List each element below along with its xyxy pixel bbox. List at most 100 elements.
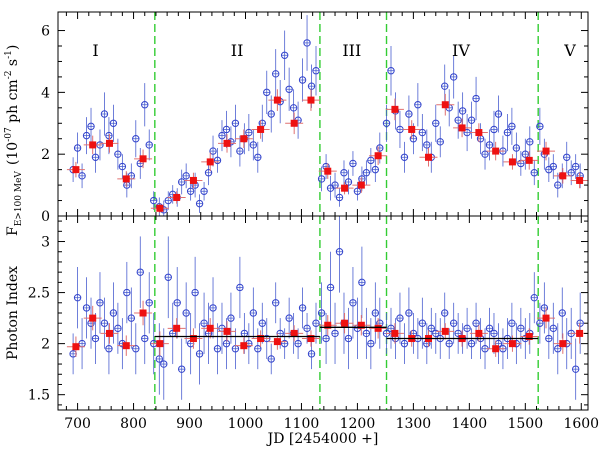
top-blue-point-89 xyxy=(472,94,480,103)
top-blue-point-1 xyxy=(73,144,82,152)
bottom-blue-point-3 xyxy=(82,304,91,312)
bottom-blue-point-32 xyxy=(213,345,222,353)
bottom-blue-point-104 xyxy=(540,304,549,312)
top-y-axis-close: ) xyxy=(5,45,21,50)
bottom-blue-point-79 xyxy=(427,324,435,333)
top-red-point-9 xyxy=(223,139,231,147)
top-blue-point-44 xyxy=(267,110,275,118)
top-blue-point-65 xyxy=(362,169,371,177)
bottom-blue-point-28 xyxy=(195,350,204,358)
bottom-blue-point-58 xyxy=(331,329,339,338)
top-red-point-12 xyxy=(273,96,281,104)
bottom-blue-point-53 xyxy=(307,350,316,358)
top-blue-point-75 xyxy=(409,135,418,143)
bottom-blue-point-57 xyxy=(326,283,335,292)
bottom-blue-point-5 xyxy=(91,334,100,343)
bottom-blue-point-108 xyxy=(558,309,566,317)
bottom-red-point-9 xyxy=(223,327,231,335)
bottom-blue-point-72 xyxy=(396,314,404,322)
top-red-point-7 xyxy=(189,176,197,184)
bottom-red-point-8 xyxy=(206,324,214,332)
top-red-point-14 xyxy=(307,96,315,104)
top-blue-point-2 xyxy=(78,172,86,180)
bottom-blue-point-80 xyxy=(432,329,440,338)
bottom-blue-point-13 xyxy=(127,314,136,322)
bottom-blue-point-19 xyxy=(155,355,163,363)
top-axis-ticks: 0 2 4 6 xyxy=(41,12,588,225)
bottom-blue-point-67 xyxy=(371,309,380,317)
bottom-red-point-5 xyxy=(156,340,164,348)
bottom-blue-point-59 xyxy=(335,248,344,256)
top-blue-point-40 xyxy=(249,141,258,149)
top-red-point-13 xyxy=(290,119,298,127)
bottom-blue-point-51 xyxy=(298,304,307,312)
top-blue-point-48 xyxy=(285,85,293,93)
top-blue-point-36 xyxy=(231,119,240,127)
top-blue-point-91 xyxy=(481,150,489,158)
top-blue-point-88 xyxy=(467,116,476,124)
top-blue-point-34 xyxy=(222,125,231,134)
constant-fit-lines xyxy=(154,326,539,340)
bottom-blue-point-97 xyxy=(508,319,516,327)
top-red-point-10 xyxy=(240,135,248,143)
top-y-axis-symbol: F xyxy=(5,226,21,236)
x-tick-label-1000: 1000 xyxy=(228,416,264,432)
top-blue-point-85 xyxy=(454,116,462,124)
top-blue-point-7 xyxy=(100,110,109,118)
top-blue-point-4 xyxy=(87,122,95,131)
top-blue-point-78 xyxy=(423,141,431,149)
bottom-blue-point-92 xyxy=(485,324,494,333)
top-y-tick-label-6: 6 xyxy=(41,24,50,40)
top-y-tick-label-4: 4 xyxy=(41,85,50,101)
bottom-blue-point-35 xyxy=(227,314,235,322)
top-blue-point-55 xyxy=(317,175,326,183)
top-blue-point-96 xyxy=(503,128,512,137)
top-blue-point-16 xyxy=(141,101,149,109)
top-blue-point-18 xyxy=(150,196,158,205)
top-red-point-23 xyxy=(458,124,466,132)
bottom-blue-point-27 xyxy=(191,288,199,297)
top-blue-point-70 xyxy=(387,67,395,75)
bottom-blue-point-103 xyxy=(536,319,544,327)
bottom-blue-point-106 xyxy=(549,324,558,333)
top-blue-point-41 xyxy=(254,153,262,161)
bottom-blue-point-37 xyxy=(236,283,244,292)
bottom-red-point-3 xyxy=(122,342,130,350)
bottom-blue-point-24 xyxy=(177,365,186,373)
bottom-red-point-19 xyxy=(391,329,399,337)
top-blue-point-5 xyxy=(91,153,100,161)
bottom-blue-point-9 xyxy=(109,309,118,317)
top-red-point-25 xyxy=(492,147,500,155)
x-tick-label-900: 900 xyxy=(176,416,203,432)
bottom-red-point-10 xyxy=(240,342,248,350)
bottom-blue-point-21 xyxy=(164,273,172,281)
top-blue-point-107 xyxy=(554,181,562,189)
bottom-blue-point-23 xyxy=(173,299,181,307)
top-red-point-21 xyxy=(424,153,432,161)
bottom-blue-point-10 xyxy=(114,324,122,333)
top-blue-point-69 xyxy=(382,119,391,127)
top-y-axis-open: (10 xyxy=(5,142,21,165)
top-red-point-4 xyxy=(139,155,147,163)
top-red-point-26 xyxy=(508,158,516,166)
top-y-axis-unit2: s xyxy=(5,59,21,71)
top-red-point-18 xyxy=(374,152,382,160)
x-tick-label-1400: 1400 xyxy=(452,416,488,432)
bottom-blue-point-56 xyxy=(322,334,330,343)
top-blue-point-81 xyxy=(436,138,444,146)
bottom-y-tick-label-3: 3 xyxy=(41,235,50,251)
period-label-V: V xyxy=(563,41,576,60)
top-blue-point-30 xyxy=(204,169,213,177)
x-tick-label-1500: 1500 xyxy=(507,416,543,432)
x-tick-label-1300: 1300 xyxy=(396,416,432,432)
x-tick-label-1600: 1600 xyxy=(563,416,599,432)
top-blue-point-93 xyxy=(490,125,498,134)
bottom-blue-point-89 xyxy=(472,319,480,327)
bottom-axis-ticks: 700 800 900 1000 1100 1200 1300 1400 1500 1600 1.5… xyxy=(28,216,599,432)
bottom-blue-point-111 xyxy=(571,365,580,373)
top-blue-point-32 xyxy=(213,156,222,165)
top-y-axis-subscript: E>100 MeV xyxy=(14,171,24,227)
top-red-point-2 xyxy=(105,139,113,147)
top-blue-point-39 xyxy=(245,128,253,137)
